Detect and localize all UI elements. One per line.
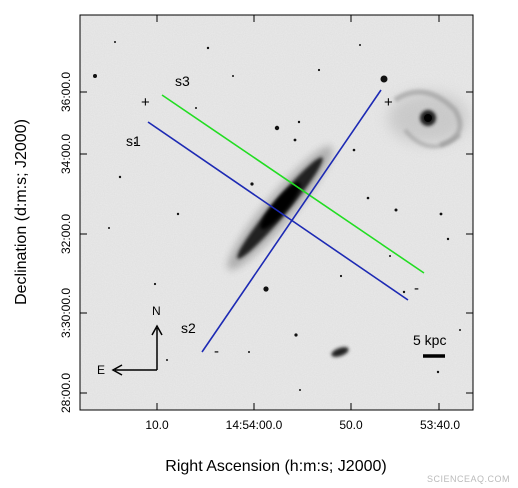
image-panel: s3 + s1 + - s2 - N E 5 kpc: [80, 15, 473, 410]
y-tick-label: 36:00.0: [59, 72, 73, 112]
compass: [111, 324, 163, 376]
compass-east-label: E: [97, 363, 105, 377]
x-tick-label: 50.0: [339, 418, 363, 432]
background-stars: [93, 41, 461, 391]
x-axis-title: Right Ascension (h:m:s; J2000): [165, 458, 386, 475]
companion-galaxy: [388, 89, 468, 149]
slit-s3-line: [161, 94, 425, 274]
scalebar-label: 5 kpc: [413, 332, 446, 348]
slit-s3-plus-marker: +: [141, 94, 150, 111]
slit-lines: [147, 89, 425, 353]
x-tick-label: 14:54:00.0: [226, 418, 283, 432]
y-tick-label: 34:00.0: [59, 134, 73, 174]
slit-s2-label: s2: [181, 320, 196, 336]
slit-s3-label: s3: [175, 73, 190, 89]
x-tick-label: 10.0: [145, 418, 169, 432]
y-tick-label: 3:30:00.0: [59, 288, 73, 338]
x-tick-labels: 10.0 14:54:00.0 50.0 53:40.0: [145, 418, 460, 432]
slit-s1-label: s1: [126, 133, 141, 149]
slit-labels: s3 + s1 + - s2 -: [126, 73, 419, 360]
slit-s2-minus-marker: -: [214, 343, 219, 360]
main-galaxy: [227, 146, 333, 270]
y-tick-labels: 36:00.0 34:00.0 32:00.0 3:30:00.0 28:00.…: [59, 72, 73, 413]
compass-north-label: N: [152, 304, 161, 318]
watermark: SCIENCEAQ.COM: [426, 474, 510, 484]
slit-s1-line: [147, 121, 409, 301]
slit-s2-line: [201, 89, 382, 353]
y-axis-title: Declination (d:m:s; J2000): [13, 119, 30, 305]
y-tick-marks: [80, 91, 473, 394]
y-tick-label: 28:00.0: [59, 373, 73, 413]
image-frame: [79, 14, 474, 411]
x-tick-marks: [156, 15, 440, 410]
slit-s1-minus-marker: -: [414, 280, 419, 297]
x-tick-label: 53:40.0: [420, 418, 460, 432]
slit-s2-plus-marker: +: [384, 94, 393, 111]
small-galaxy: [331, 347, 349, 357]
y-tick-label: 32:00.0: [59, 214, 73, 254]
